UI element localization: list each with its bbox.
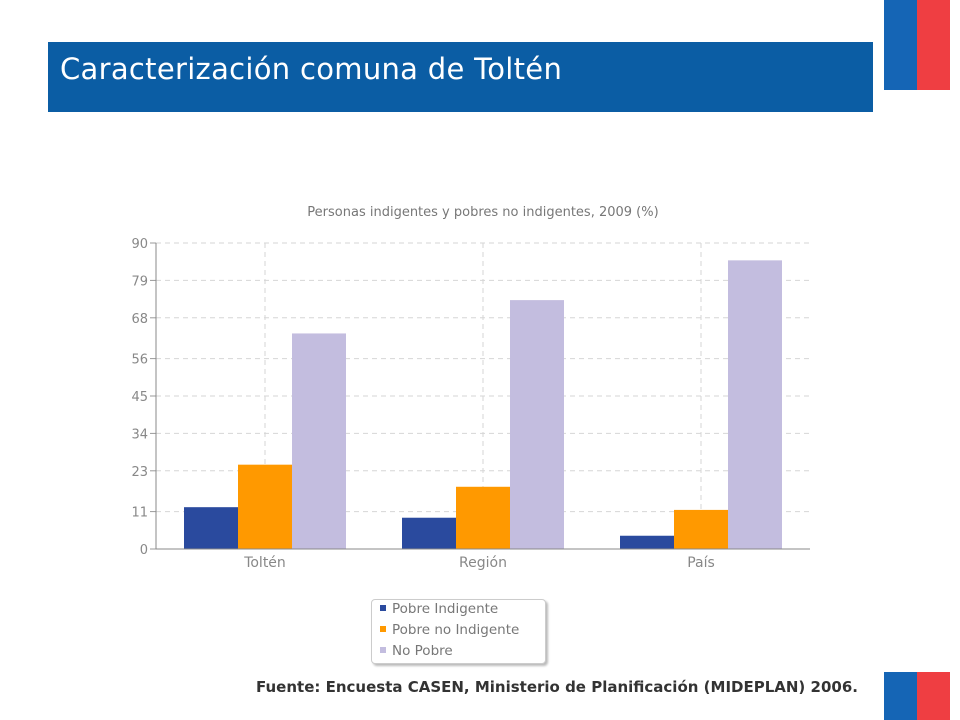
x-category-label: País [687, 555, 715, 571]
bar [184, 507, 238, 549]
flag-red-stripe [917, 672, 950, 720]
slide-title-bar: Caracterización comuna de Toltén [48, 42, 873, 112]
flag-decoration-top [884, 0, 950, 90]
y-tick-label: 45 [131, 390, 148, 405]
bar [402, 517, 456, 549]
chart-title: Personas indigentes y pobres no indigent… [307, 205, 658, 220]
legend-item: Pobre no Indigente [380, 622, 519, 642]
y-tick-label: 79 [131, 274, 148, 289]
bar [456, 486, 510, 549]
legend-label: No Pobre [392, 643, 453, 659]
chart-legend: Pobre Indigente Pobre no Indigente No Po… [371, 599, 546, 664]
bar [510, 300, 564, 549]
x-category-label: Toltén [243, 555, 286, 571]
flag-blue-stripe [884, 672, 917, 720]
y-tick-label: 11 [131, 506, 148, 521]
bar [292, 333, 346, 549]
x-category-label: Región [459, 555, 507, 571]
slide-title: Caracterización comuna de Toltén [60, 52, 563, 86]
legend-swatch [380, 647, 386, 653]
y-tick-label: 90 [131, 237, 148, 252]
y-tick-label: 23 [131, 465, 148, 480]
flag-decoration-bottom [884, 672, 950, 720]
bar [238, 464, 292, 549]
y-tick-label: 68 [131, 312, 148, 327]
source-note: Fuente: Encuesta CASEN, Ministerio de Pl… [256, 678, 858, 696]
legend-label: Pobre no Indigente [392, 622, 520, 638]
bar [728, 260, 782, 549]
y-tick-label: 56 [131, 353, 148, 368]
legend-swatch [380, 626, 386, 632]
legend-item: Pobre Indigente [380, 601, 498, 621]
legend-label: Pobre Indigente [392, 601, 499, 617]
y-tick-label: 34 [131, 427, 148, 442]
legend-item: No Pobre [380, 643, 453, 663]
flag-blue-stripe [884, 0, 917, 90]
bar [674, 509, 728, 549]
legend-swatch [380, 605, 386, 611]
flag-red-stripe [917, 0, 950, 90]
bar [620, 535, 674, 549]
y-tick-label: 0 [140, 543, 148, 558]
